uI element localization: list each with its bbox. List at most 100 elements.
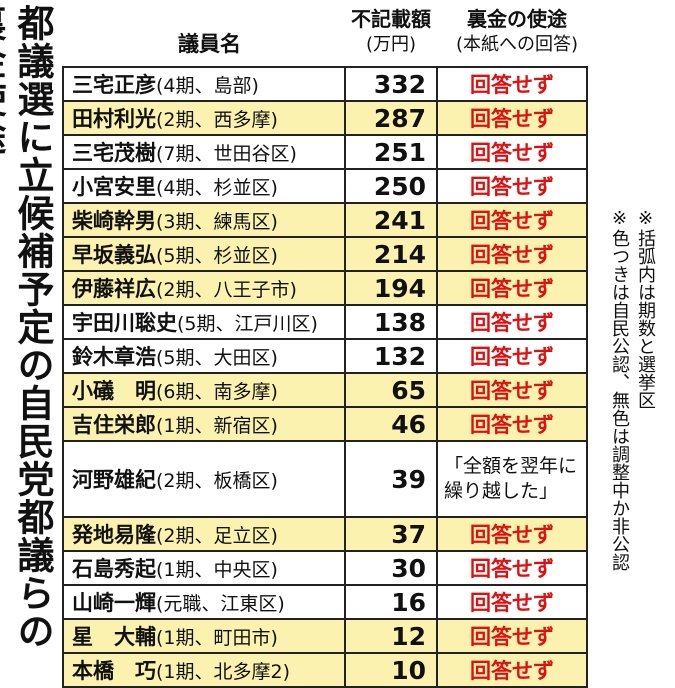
- member-name: 小宮安里: [72, 175, 156, 199]
- fund-use-answer: 回答せず: [436, 406, 588, 442]
- fund-use-answer: 回答せず: [436, 516, 588, 552]
- member-term-district: (2期、板橋区): [156, 470, 278, 492]
- unreported-amount: 138: [344, 304, 438, 340]
- table-row: 三宅正彦(4期、島部) 332 回答せず: [62, 66, 588, 102]
- fund-use-answer: 回答せず: [436, 202, 588, 238]
- member-name: 伊藤祥広: [72, 277, 156, 301]
- table-row: 本橋 巧(1期、北多摩2) 10 回答せず: [62, 652, 588, 688]
- member-name: 宇田川聡史: [72, 311, 177, 335]
- member-term-district: (1期、中央区): [156, 559, 278, 581]
- member-name-cell: 星 大輔(1期、町田市): [62, 618, 346, 654]
- member-term-district: (2期、八王子市): [156, 279, 297, 301]
- unreported-amount: 12: [344, 618, 438, 654]
- unreported-amount: 10: [344, 652, 438, 688]
- fund-use-answer: 回答せず: [436, 584, 588, 620]
- member-name: 本橋 巧: [72, 659, 156, 683]
- table-row: 発地易隆(2期、足立区) 37 回答せず: [62, 516, 588, 552]
- unreported-amount: 287: [344, 100, 438, 136]
- member-term-district: (1期、新宿区): [156, 415, 278, 437]
- member-name-cell: 河野雄紀(2期、板橋区): [62, 440, 346, 518]
- member-term-district: (7期、世田谷区): [156, 143, 297, 165]
- table-row: 石島秀起(1期、中央区) 30 回答せず: [62, 550, 588, 586]
- fund-use-answer: 回答せず: [436, 168, 588, 204]
- member-term-district: (2期、足立区): [156, 525, 278, 547]
- unreported-amount: 46: [344, 406, 438, 442]
- table-row: 河野雄紀(2期、板橋区) 39 「全額を翌年に繰り越した」: [62, 440, 588, 518]
- member-term-district: (4期、杉並区): [156, 177, 278, 199]
- member-name: 鈴木章浩: [72, 345, 156, 369]
- member-name-cell: 本橋 巧(1期、北多摩2): [62, 652, 346, 688]
- header-amount-label: 不記載額: [351, 7, 431, 31]
- table-row: 小宮安里(4期、杉並区) 250 回答せず: [62, 168, 588, 204]
- fund-use-answer: 回答せず: [436, 236, 588, 272]
- page-title: 都議選に立候補予定の自民党都議らの裏金使途: [0, 4, 54, 650]
- table-row: 吉住栄郎(1期、新宿区) 46 回答せず: [62, 406, 588, 442]
- table-row: 山崎一輝(元職、江東区) 16 回答せず: [62, 584, 588, 620]
- table-row: 星 大輔(1期、町田市) 12 回答せず: [62, 618, 588, 654]
- member-name: 柴崎幹男: [72, 209, 156, 233]
- member-name: 三宅茂樹: [72, 141, 156, 165]
- member-name-cell: 田村利光(2期、西多摩): [62, 100, 346, 136]
- header-name: 議員名: [178, 32, 241, 56]
- member-name-cell: 吉住栄郎(1期、新宿区): [62, 406, 346, 442]
- unreported-amount: 241: [344, 202, 438, 238]
- member-name-cell: 発地易隆(2期、足立区): [62, 516, 346, 552]
- member-name: 河野雄紀: [72, 468, 156, 492]
- member-name-cell: 山崎一輝(元職、江東区): [62, 584, 346, 620]
- table-row: 早坂義弘(5期、杉並区) 214 回答せず: [62, 236, 588, 272]
- member-name: 発地易隆: [72, 523, 156, 547]
- fund-use-answer: 回答せず: [436, 652, 588, 688]
- member-term-district: (元職、江東区): [156, 593, 285, 615]
- member-name-cell: 柴崎幹男(3期、練馬区): [62, 202, 346, 238]
- member-name-cell: 石島秀起(1期、中央区): [62, 550, 346, 586]
- member-name-cell: 三宅茂樹(7期、世田谷区): [62, 134, 346, 170]
- unreported-amount: 65: [344, 372, 438, 408]
- member-name-cell: 小宮安里(4期、杉並区): [62, 168, 346, 204]
- unreported-amount: 332: [344, 66, 438, 102]
- member-name: 小礒 明: [72, 379, 156, 403]
- unreported-amount: 39: [344, 440, 438, 518]
- member-term-district: (1期、北多摩2): [156, 661, 291, 683]
- unreported-amount: 37: [344, 516, 438, 552]
- table-row: 小礒 明(6期、南多摩) 65 回答せず: [62, 372, 588, 408]
- header-use-sub: (本紙への回答): [455, 34, 579, 55]
- fund-use-answer: 回答せず: [436, 550, 588, 586]
- unreported-amount: 30: [344, 550, 438, 586]
- member-name-cell: 伊藤祥広(2期、八王子市): [62, 270, 346, 306]
- member-name-cell: 早坂義弘(5期、杉並区): [62, 236, 346, 272]
- member-name: 吉住栄郎: [72, 413, 156, 437]
- member-name: 石島秀起: [72, 557, 156, 581]
- member-name-cell: 三宅正彦(4期、島部): [62, 66, 346, 102]
- table-row: 柴崎幹男(3期、練馬区) 241 回答せず: [62, 202, 588, 238]
- fund-use-answer: 「全額を翌年に繰り越した」: [436, 440, 588, 518]
- header-amount-unit: (万円): [365, 34, 417, 55]
- fund-use-quote: 「全額を翌年に繰り越した」: [444, 455, 578, 502]
- table-header: 議員名 不記載額 (万円) 裏金の使途 (本紙への回答): [58, 4, 593, 64]
- member-name: 星 大輔: [72, 625, 156, 649]
- unreported-amount: 194: [344, 270, 438, 306]
- table-body: 三宅正彦(4期、島部) 332 回答せず 田村利光(2期、西多摩) 287 回答せず 三宅茂…: [62, 66, 588, 688]
- note-color: ※色つきは自民公認、無色は調整中か非公認: [609, 208, 630, 571]
- member-term-district: (6期、南多摩): [156, 381, 278, 403]
- header-amount: 不記載額 (万円): [344, 6, 438, 58]
- unreported-amount: 214: [344, 236, 438, 272]
- fund-use-answer: 回答せず: [436, 66, 588, 102]
- note-parentheses: ※括弧内は期数と選挙区: [635, 208, 656, 409]
- member-term-district: (5期、大田区): [156, 347, 278, 369]
- member-name: 三宅正彦: [72, 73, 156, 97]
- member-name: 山崎一輝: [72, 591, 156, 615]
- slush-fund-table: 三宅正彦(4期、島部) 332 回答せず 田村利光(2期、西多摩) 287 回答せず 三宅茂…: [62, 66, 588, 688]
- table-row: 伊藤祥広(2期、八王子市) 194 回答せず: [62, 270, 588, 306]
- member-name-cell: 小礒 明(6期、南多摩): [62, 372, 346, 408]
- unreported-amount: 250: [344, 168, 438, 204]
- fund-use-answer: 回答せず: [436, 304, 588, 340]
- member-term-district: (3期、練馬区): [156, 211, 278, 233]
- member-term-district: (1期、町田市): [156, 627, 278, 649]
- unreported-amount: 132: [344, 338, 438, 374]
- fund-use-answer: 回答せず: [436, 618, 588, 654]
- table-row: 宇田川聡史(5期、江戸川区) 138 回答せず: [62, 304, 588, 340]
- member-term-district: (2期、西多摩): [156, 109, 278, 131]
- unreported-amount: 251: [344, 134, 438, 170]
- fund-use-answer: 回答せず: [436, 270, 588, 306]
- table-row: 鈴木章浩(5期、大田区) 132 回答せず: [62, 338, 588, 374]
